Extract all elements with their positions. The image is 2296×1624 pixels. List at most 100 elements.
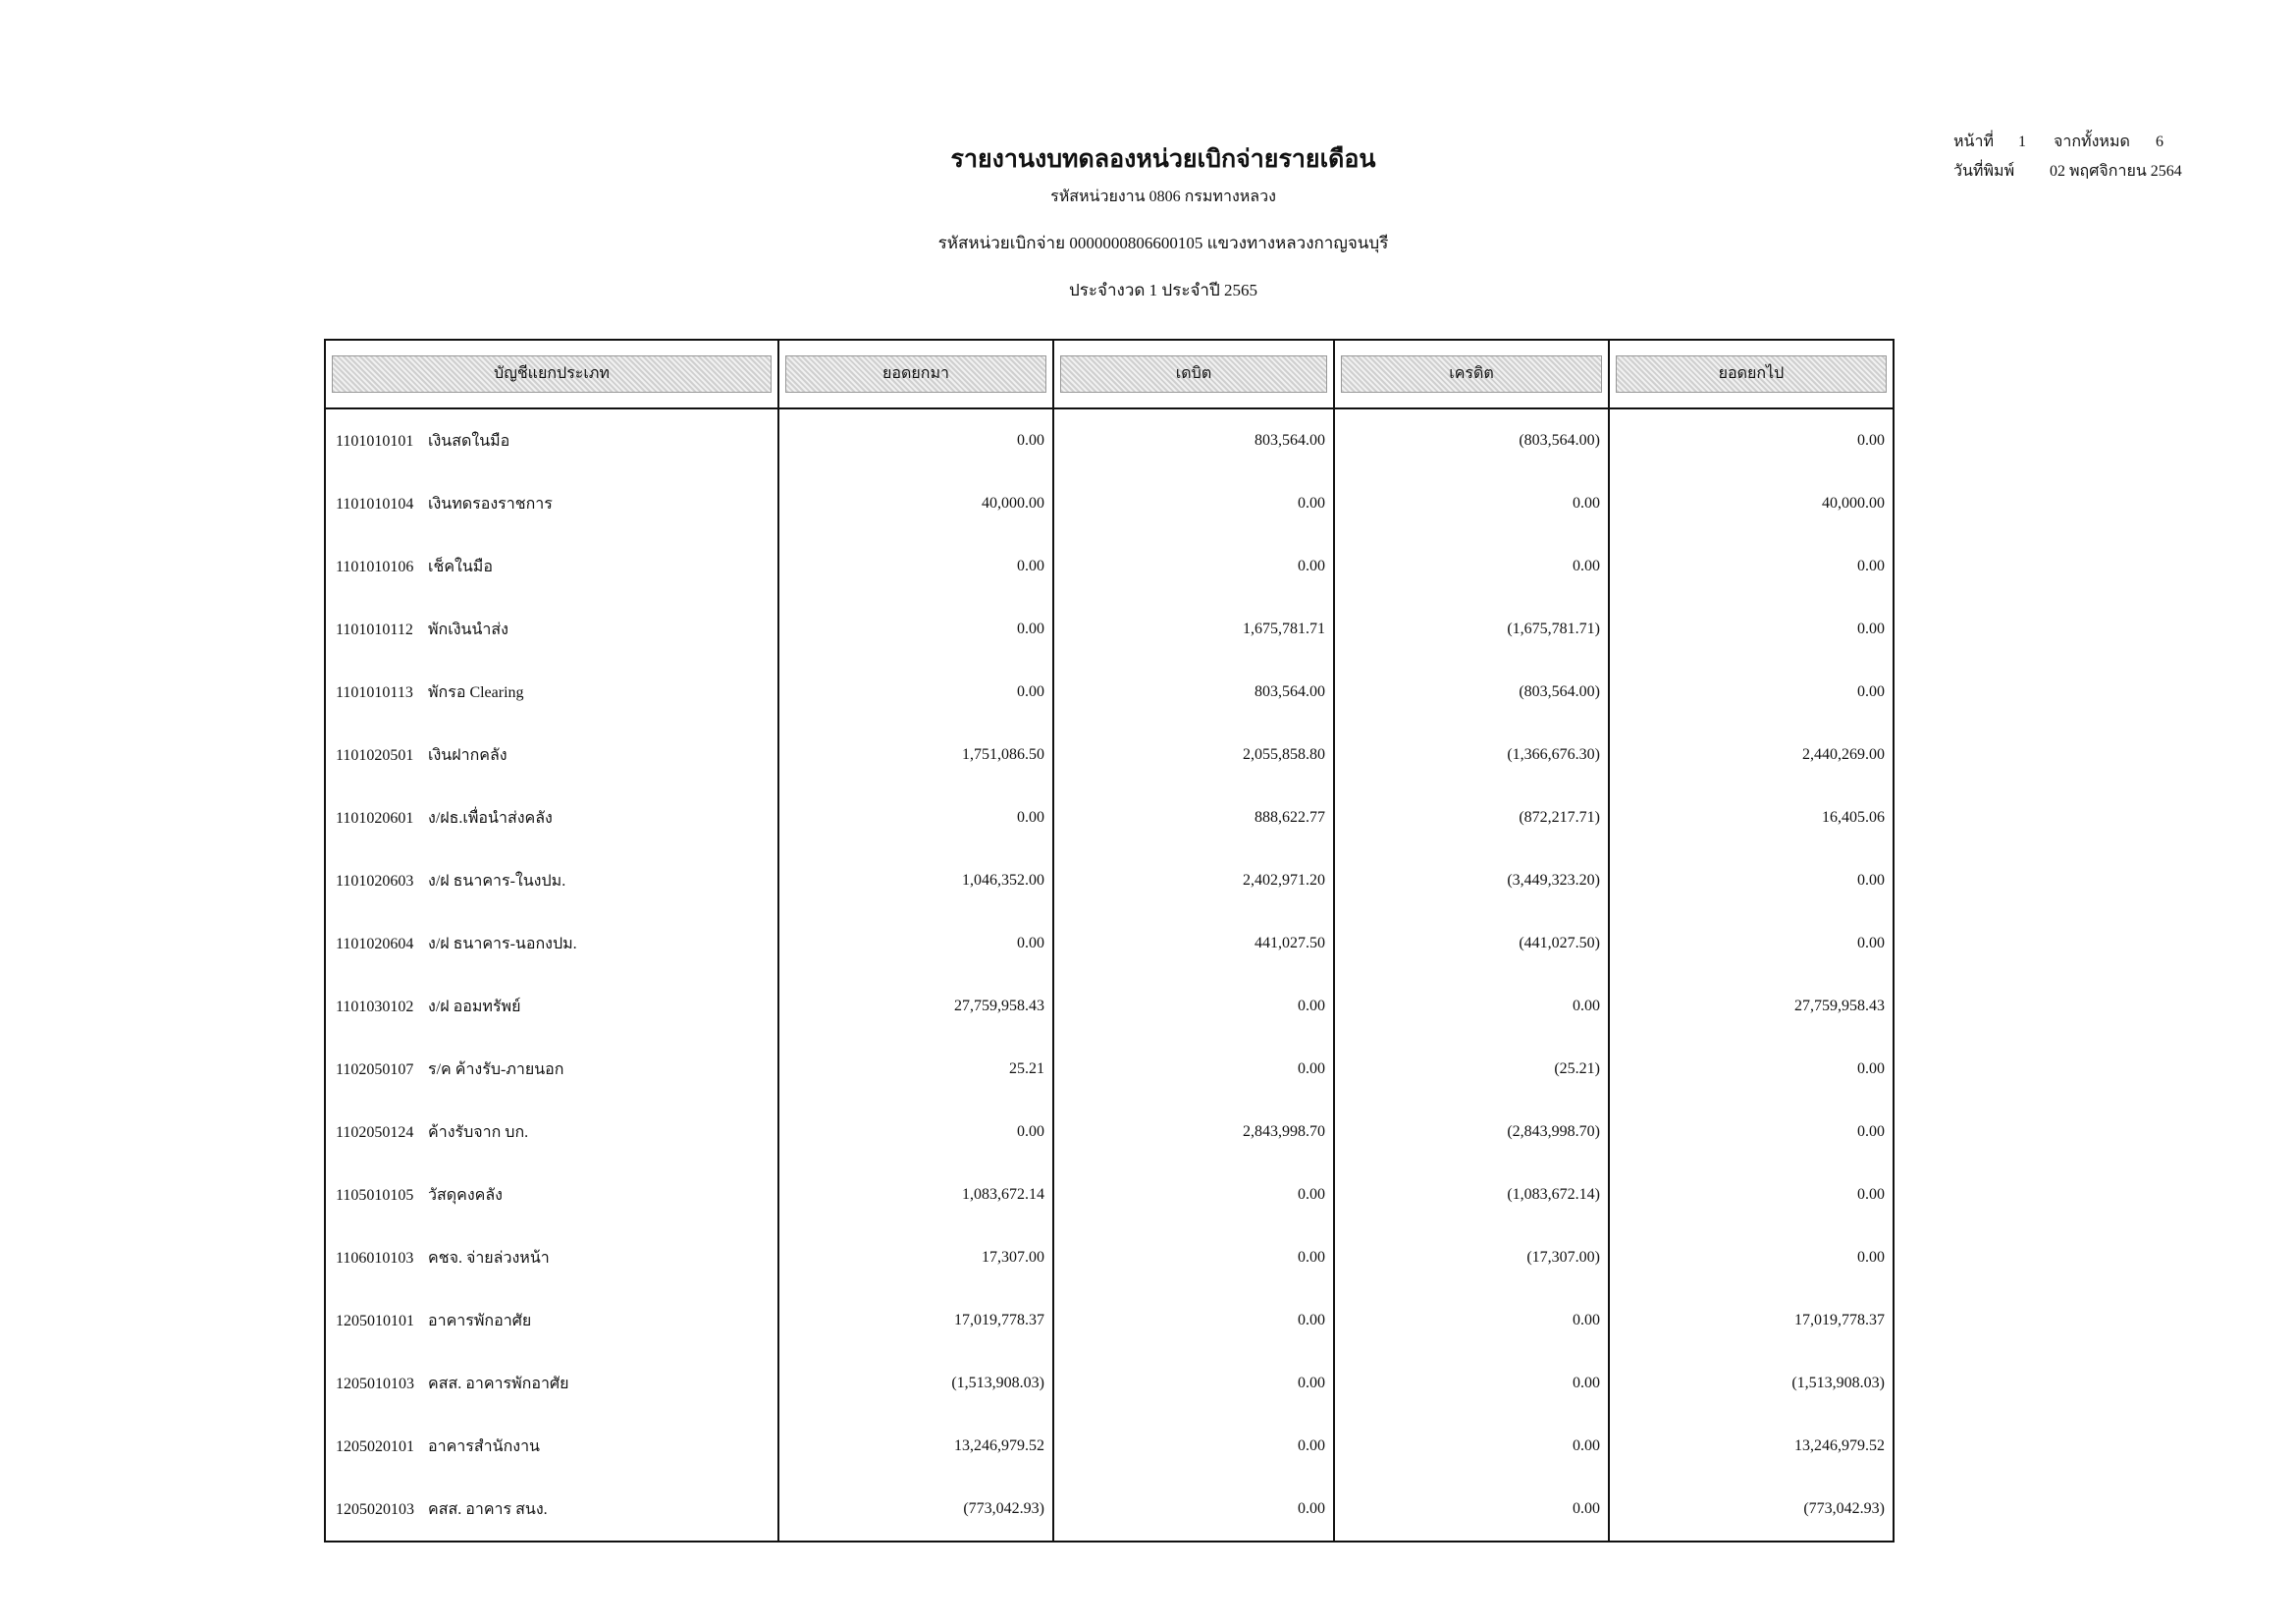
closing-balance: 0.00 <box>1608 1038 1894 1101</box>
opening-balance: 17,019,778.37 <box>777 1289 1053 1352</box>
column-header-opening: ยอดยกมา <box>777 340 1053 409</box>
account-cell: 1205010101 อาคารพักอาศัย <box>324 1289 778 1352</box>
account-cell: 1101020603 ง/ฝ ธนาคาร-ในงปม. <box>324 849 778 912</box>
account-cell: 1101010112 พักเงินนำส่ง <box>324 598 778 661</box>
account-code: 1101020603 <box>336 872 414 890</box>
account-code: 1205010103 <box>336 1375 414 1392</box>
account-code: 1101010112 <box>336 621 413 638</box>
credit-amount: 0.00 <box>1333 535 1609 598</box>
account-code: 1106010103 <box>336 1249 414 1267</box>
closing-balance: 17,019,778.37 <box>1608 1289 1894 1352</box>
total-pages: 6 <box>2156 134 2163 150</box>
account-name: อาคารพักอาศัย <box>428 1312 532 1329</box>
account-cell: 1101010104 เงินทดรองราชการ <box>324 472 778 535</box>
account-name: เงินทดรองราชการ <box>428 495 553 513</box>
credit-amount: (1,083,672.14) <box>1333 1164 1609 1226</box>
credit-amount: (2,843,998.70) <box>1333 1101 1609 1164</box>
debit-amount: 2,843,998.70 <box>1052 1101 1334 1164</box>
closing-balance: 0.00 <box>1608 912 1894 975</box>
page-number-info: หน้าที่ 1 จากทั้งหมด 6 <box>1953 130 2163 154</box>
table-row: 1105010105 วัสดุคงคลัง 1,083,672.14 0.00 (1… <box>324 1164 1894 1226</box>
opening-balance: 0.00 <box>777 535 1053 598</box>
closing-balance: 27,759,958.43 <box>1608 975 1894 1038</box>
credit-amount: (25.21) <box>1333 1038 1609 1101</box>
credit-amount: 0.00 <box>1333 1352 1609 1415</box>
debit-amount: 0.00 <box>1052 1478 1334 1542</box>
table-row: 1101010106 เช็คในมือ 0.00 0.00 0.00 0.00 <box>324 535 1894 598</box>
print-date-label: วันที่พิมพ์ <box>1953 163 2015 180</box>
account-code: 1105010105 <box>336 1186 414 1204</box>
credit-amount: 0.00 <box>1333 1289 1609 1352</box>
column-header-closing: ยอดยกไป <box>1608 340 1894 409</box>
account-name: ง/ฝ ธนาคาร-ในงปม. <box>428 872 566 890</box>
debit-amount: 0.00 <box>1052 1289 1334 1352</box>
credit-amount: (803,564.00) <box>1333 408 1609 472</box>
report-period: ประจำงวด 1 ประจำปี 2565 <box>1068 281 1258 299</box>
debit-amount: 1,675,781.71 <box>1052 598 1334 661</box>
opening-balance: 13,246,979.52 <box>777 1415 1053 1478</box>
closing-balance: 0.00 <box>1608 1101 1894 1164</box>
account-cell: 1102050124 ค้างรับจาก บก. <box>324 1101 778 1164</box>
credit-amount: (872,217.71) <box>1333 786 1609 849</box>
account-code: 1101010106 <box>336 558 414 575</box>
account-code: 1101020501 <box>336 746 414 764</box>
account-name: ค้างรับจาก บก. <box>428 1123 529 1141</box>
account-code: 1205020101 <box>336 1437 414 1455</box>
account-name: วัสดุคงคลัง <box>428 1186 503 1204</box>
account-name: ง/ฝธ.เพื่อนำส่งคลัง <box>428 809 553 827</box>
opening-balance: 0.00 <box>777 661 1053 724</box>
account-cell: 1101010106 เช็คในมือ <box>324 535 778 598</box>
closing-balance: (1,513,908.03) <box>1608 1352 1894 1415</box>
credit-amount: 0.00 <box>1333 1415 1609 1478</box>
closing-balance: 16,405.06 <box>1608 786 1894 849</box>
opening-balance: 0.00 <box>777 1101 1053 1164</box>
debit-amount: 888,622.77 <box>1052 786 1334 849</box>
debit-amount: 0.00 <box>1052 1038 1334 1101</box>
account-code: 1205010101 <box>336 1312 414 1329</box>
page-label: หน้าที่ <box>1953 134 1995 150</box>
table-row: 1205010103 คสส. อาคารพักอาศัย (1,513,908.… <box>324 1352 1894 1415</box>
account-code: 1205020103 <box>336 1500 414 1518</box>
account-cell: 1101020604 ง/ฝ ธนาคาร-นอกงปม. <box>324 912 778 975</box>
credit-amount: (1,675,781.71) <box>1333 598 1609 661</box>
account-name: เงินฝากคลัง <box>428 746 507 764</box>
trial-balance-table: บัญชีแยกประเภท ยอดยกมา เดบิต เครดิต ยอดย… <box>324 339 1895 1543</box>
report-title: รายงานงบทดลองหน่วยเบิกจ่ายรายเดือน <box>950 146 1376 173</box>
account-name: คสส. อาคารพักอาศัย <box>428 1375 569 1392</box>
account-code: 1102050107 <box>336 1060 414 1078</box>
opening-balance: 0.00 <box>777 912 1053 975</box>
table-row: 1101010104 เงินทดรองราชการ 40,000.00 0.00 0… <box>324 472 1894 535</box>
account-cell: 1102050107 ร/ค ค้างรับ-ภายนอก <box>324 1038 778 1101</box>
table-row: 1205020101 อาคารสำนักงาน 13,246,979.52 0.0… <box>324 1415 1894 1478</box>
column-header-credit: เครดิต <box>1333 340 1609 409</box>
table-row: 1101010101 เงินสดในมือ 0.00 803,564.00 (803… <box>324 408 1894 472</box>
opening-balance: 1,751,086.50 <box>777 724 1053 786</box>
account-name: เงินสดในมือ <box>428 432 510 450</box>
debit-amount: 2,402,971.20 <box>1052 849 1334 912</box>
account-name: อาคารสำนักงาน <box>428 1437 540 1455</box>
debit-amount: 441,027.50 <box>1052 912 1334 975</box>
account-name: พักรอ Clearing <box>428 683 524 701</box>
print-date-info: วันที่พิมพ์ 02 พฤศจิกายน 2564 <box>1953 159 2182 184</box>
account-cell: 1101020601 ง/ฝธ.เพื่อนำส่งคลัง <box>324 786 778 849</box>
closing-balance: 2,440,269.00 <box>1608 724 1894 786</box>
debit-amount: 803,564.00 <box>1052 661 1334 724</box>
account-cell: 1101010113 พักรอ Clearing <box>324 661 778 724</box>
account-code: 1101010113 <box>336 683 413 701</box>
table-row: 1101030102 ง/ฝ ออมทรัพย์ 27,759,958.43 0.0… <box>324 975 1894 1038</box>
account-name: ง/ฝ ธนาคาร-นอกงปม. <box>428 935 577 952</box>
account-name: เช็คในมือ <box>428 558 493 575</box>
column-header-debit: เดบิต <box>1052 340 1334 409</box>
debit-amount: 0.00 <box>1052 1415 1334 1478</box>
agency-code: รหัสหน่วยงาน 0806 กรมทางหลวง <box>1050 189 1276 205</box>
account-code: 1101030102 <box>336 998 414 1015</box>
credit-amount: 0.00 <box>1333 472 1609 535</box>
debit-amount: 2,055,858.80 <box>1052 724 1334 786</box>
table-row: 1106010103 คชจ. จ่ายล่วงหน้า 17,307.00 0.0… <box>324 1226 1894 1289</box>
opening-balance: 27,759,958.43 <box>777 975 1053 1038</box>
table-row: 1101010112 พักเงินนำส่ง 0.00 1,675,781.71(… <box>324 598 1894 661</box>
account-cell: 1105010105 วัสดุคงคลัง <box>324 1164 778 1226</box>
credit-amount: 0.00 <box>1333 975 1609 1038</box>
table-row: 1205020103 คสส. อาคาร สนง. (773,042.93) 0.… <box>324 1478 1894 1542</box>
account-cell: 1205010103 คสส. อาคารพักอาศัย <box>324 1352 778 1415</box>
